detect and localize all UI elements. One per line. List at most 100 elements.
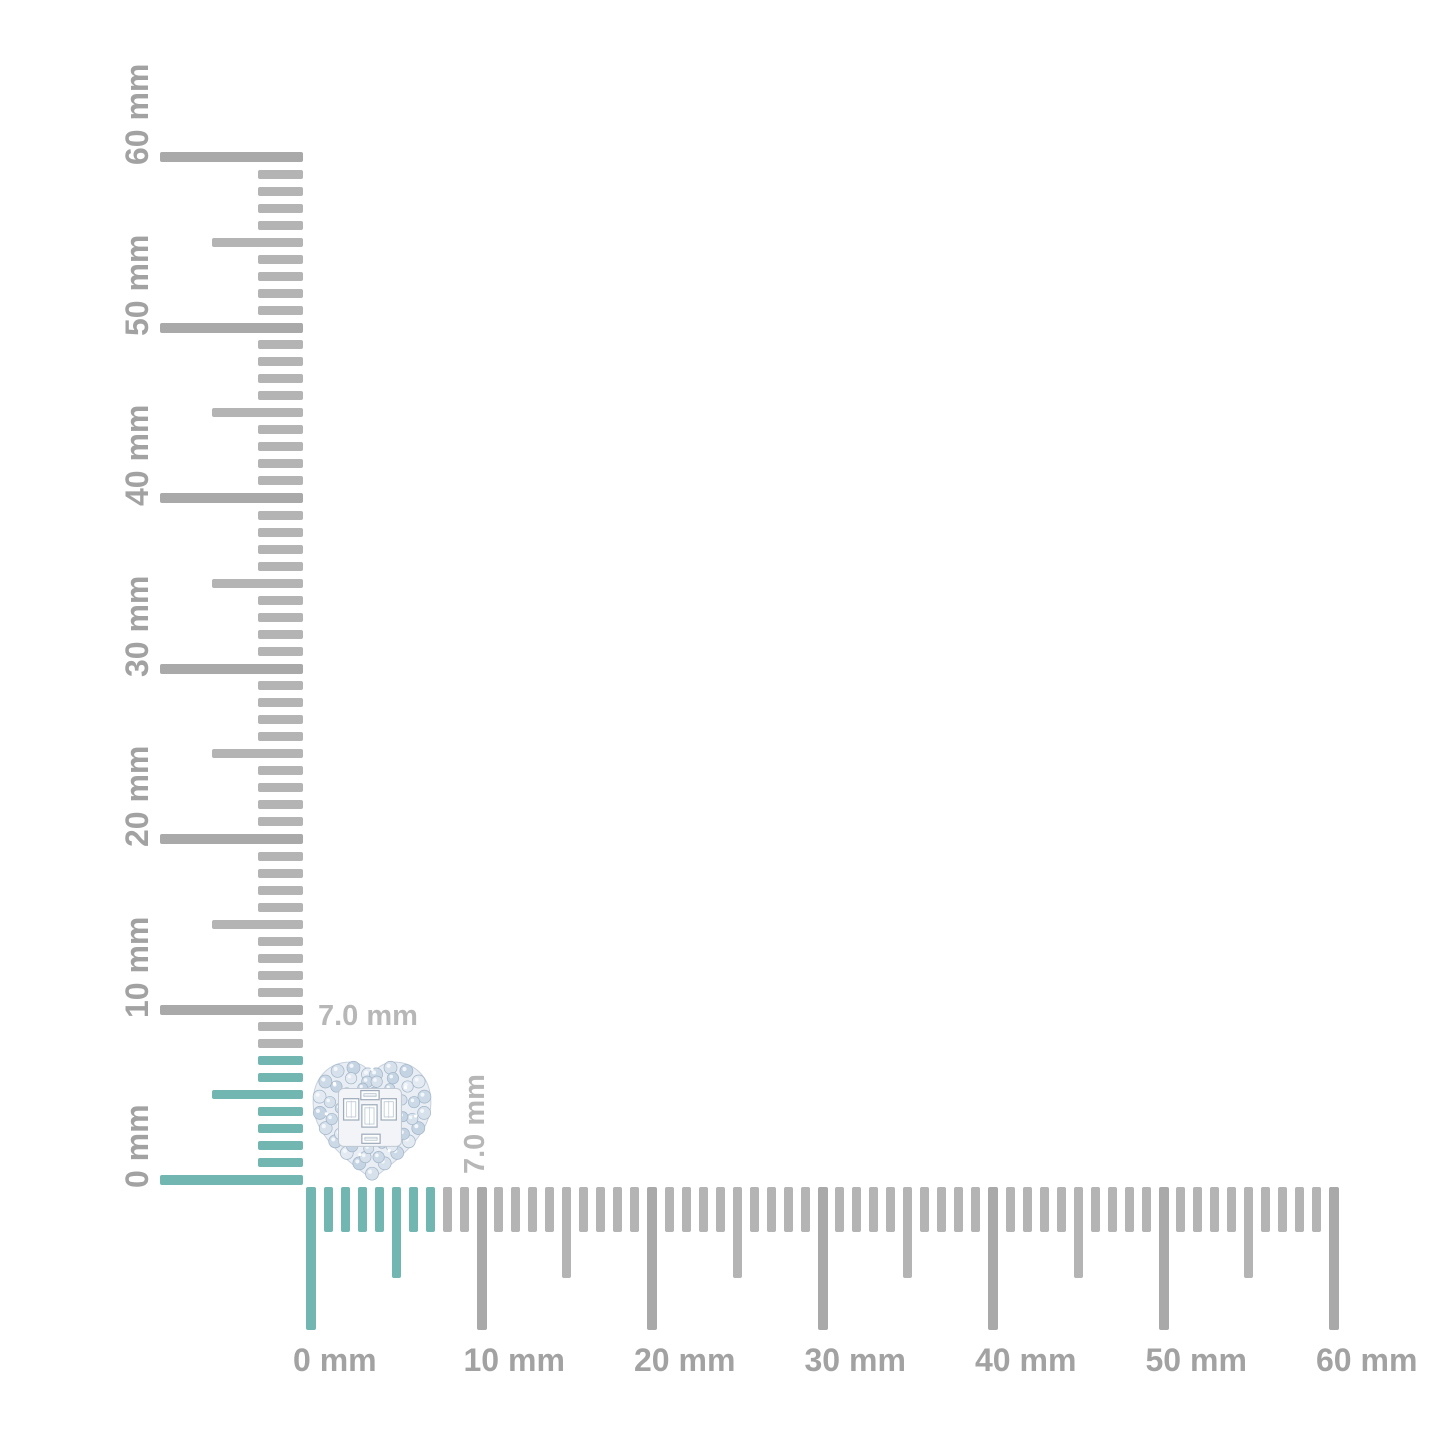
vertical-ruler-tick [258, 1124, 303, 1134]
vertical-ruler-tick [258, 868, 303, 878]
horizontal-ruler-tick [1107, 1187, 1117, 1232]
horizontal-ruler-tick [1261, 1187, 1271, 1232]
horizontal-ruler-tick [681, 1187, 691, 1232]
vertical-ruler-label: 0 mm [119, 1104, 155, 1188]
horizontal-ruler-tick [835, 1187, 845, 1232]
vertical-ruler-tick [258, 800, 303, 810]
horizontal-ruler-tick [340, 1187, 350, 1232]
horizontal-ruler-label: 0 mm [293, 1342, 377, 1378]
horizontal-ruler-tick [596, 1187, 606, 1232]
vertical-ruler-tick [258, 425, 303, 435]
vertical-ruler-tick [258, 987, 303, 997]
horizontal-ruler-tick [494, 1187, 504, 1232]
vertical-ruler-tick [258, 186, 303, 196]
vertical-ruler-tick [258, 902, 303, 912]
vertical-ruler-tick [258, 357, 303, 367]
horizontal-ruler-major-tick [476, 1187, 487, 1330]
horizontal-ruler-tick [630, 1187, 640, 1232]
horizontal-ruler-tick [1244, 1187, 1254, 1278]
horizontal-ruler-tick [698, 1187, 708, 1232]
width-measurement-label: 7.0 mm [318, 1000, 418, 1032]
horizontal-ruler-tick [323, 1187, 333, 1232]
vertical-ruler-tick [258, 936, 303, 946]
horizontal-ruler-tick [528, 1187, 538, 1232]
vertical-ruler-tick [258, 391, 303, 401]
vertical-ruler-label: 40 mm [119, 404, 155, 506]
vertical-ruler-major-tick [160, 834, 303, 844]
horizontal-ruler-tick [1193, 1187, 1203, 1232]
vertical-ruler-label: 60 mm [119, 63, 155, 165]
horizontal-ruler-tick [1176, 1187, 1186, 1232]
vertical-ruler-tick [258, 1073, 303, 1083]
vertical-ruler-tick [258, 510, 303, 520]
horizontal-ruler-label: 60 mm [1316, 1342, 1418, 1378]
horizontal-ruler-label: 10 mm [463, 1342, 565, 1378]
horizontal-ruler-major-tick [1158, 1187, 1169, 1330]
horizontal-ruler-label: 30 mm [804, 1342, 906, 1378]
vertical-ruler-tick [258, 612, 303, 622]
horizontal-ruler-tick [1056, 1187, 1066, 1232]
horizontal-ruler-tick [579, 1187, 589, 1232]
horizontal-ruler-major-tick [988, 1187, 998, 1330]
horizontal-ruler-major-tick [817, 1187, 828, 1330]
vertical-ruler-tick [258, 561, 303, 571]
horizontal-ruler-tick [954, 1187, 964, 1232]
horizontal-ruler-tick [1295, 1187, 1305, 1232]
horizontal-ruler-tick [1227, 1187, 1237, 1232]
vertical-ruler-tick [258, 629, 303, 639]
vertical-ruler-tick [258, 1141, 303, 1151]
vertical-ruler-tick [258, 271, 303, 281]
horizontal-ruler-major-tick [306, 1187, 316, 1330]
height-measurement-label: 7.0 mm [459, 1074, 491, 1174]
horizontal-ruler-tick [766, 1187, 776, 1232]
vertical-ruler-tick [258, 595, 303, 605]
vertical-ruler-label: 20 mm [119, 745, 155, 847]
vertical-ruler-tick [258, 698, 303, 708]
vertical-ruler-tick [258, 527, 303, 537]
horizontal-ruler-tick [1312, 1187, 1322, 1232]
vertical-ruler-tick [212, 237, 303, 247]
vertical-ruler-tick [212, 578, 303, 588]
horizontal-ruler-tick [903, 1187, 913, 1278]
vertical-ruler-tick [212, 919, 303, 929]
horizontal-ruler-tick [357, 1187, 367, 1232]
horizontal-ruler-label: 20 mm [634, 1342, 736, 1378]
vertical-ruler-tick [258, 544, 303, 554]
vertical-ruler-tick [258, 459, 303, 469]
horizontal-ruler-tick [562, 1187, 572, 1278]
horizontal-ruler-tick [374, 1187, 384, 1232]
horizontal-ruler-tick [425, 1187, 435, 1232]
vertical-ruler-label: 50 mm [119, 234, 155, 336]
horizontal-ruler-tick [920, 1187, 930, 1232]
horizontal-ruler-major-tick [647, 1187, 657, 1330]
vertical-ruler-tick [258, 442, 303, 452]
vertical-ruler-tick [258, 953, 303, 963]
horizontal-ruler-tick [391, 1187, 401, 1278]
vertical-ruler-tick [258, 1039, 303, 1049]
vertical-ruler-tick [258, 1056, 303, 1066]
vertical-ruler-tick [258, 1158, 303, 1168]
horizontal-ruler-tick [459, 1187, 469, 1232]
horizontal-ruler-tick [1039, 1187, 1049, 1232]
vertical-ruler-major-tick [160, 322, 303, 333]
vertical-ruler-label: 30 mm [119, 575, 155, 677]
vertical-ruler-tick [258, 220, 303, 230]
horizontal-ruler-tick [971, 1187, 981, 1232]
vertical-ruler-major-tick [160, 1175, 303, 1185]
horizontal-ruler-tick [1278, 1187, 1288, 1232]
horizontal-ruler-tick [852, 1187, 862, 1232]
vertical-ruler-tick [258, 1107, 303, 1117]
vertical-ruler-tick [258, 715, 303, 725]
vertical-ruler-tick [258, 732, 303, 742]
horizontal-ruler-tick [869, 1187, 879, 1232]
vertical-ruler-tick [258, 783, 303, 793]
vertical-ruler-tick [258, 970, 303, 980]
horizontal-ruler-tick [511, 1187, 521, 1232]
horizontal-ruler-tick [1022, 1187, 1032, 1232]
horizontal-ruler-tick [545, 1187, 555, 1232]
horizontal-ruler-tick [937, 1187, 947, 1232]
vertical-ruler-tick [258, 851, 303, 861]
